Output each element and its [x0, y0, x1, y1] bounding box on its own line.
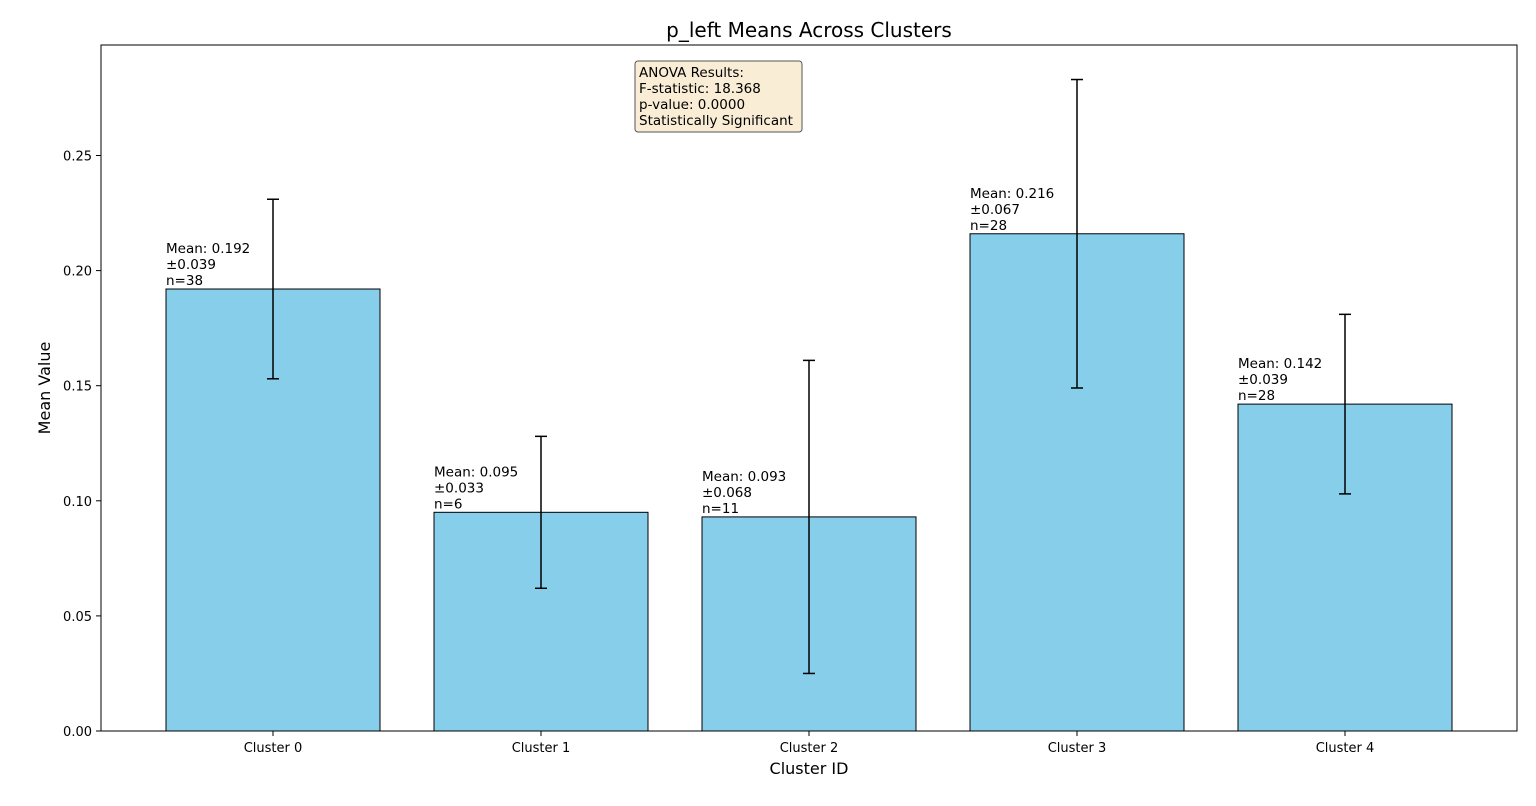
y-tick-label-1: 0.05: [63, 610, 92, 625]
x-tick-label-1: Cluster 1: [512, 741, 571, 756]
bar-label-cluster-0-line-2: n=38: [166, 273, 203, 289]
annotation-box: [634, 60, 803, 133]
y-tick-label-4: 0.20: [63, 265, 92, 280]
annotation-line-fstat: F-statistic: 18.368: [639, 81, 761, 97]
x-tick-label-2: Cluster 2: [780, 741, 839, 756]
y-tick-label-5: 0.25: [63, 149, 92, 164]
bar-label-cluster-2-line-0: Mean: 0.093: [702, 469, 786, 485]
bar-label-cluster-1-line-1: ±0.033: [434, 480, 484, 496]
bar-label-cluster-3-line-2: n=28: [970, 218, 1007, 234]
bar-label-cluster-1-line-2: n=6: [434, 496, 462, 512]
bar-label-cluster-3-line-0: Mean: 0.216: [970, 186, 1054, 202]
error-bars-layer: [267, 78, 1351, 675]
annotation-line-significance: Statistically Significant: [639, 113, 793, 129]
y-axis-label: Mean Value: [35, 342, 54, 435]
x-tick-label-0: Cluster 0: [244, 741, 303, 756]
x-axis-label: Cluster ID: [770, 759, 849, 778]
x-tick-label-3: Cluster 3: [1048, 741, 1107, 756]
y-tick-label-3: 0.15: [63, 380, 92, 395]
bar-label-cluster-3-line-1: ±0.067: [970, 202, 1020, 218]
bar-label-cluster-2-line-2: n=11: [702, 501, 739, 517]
ticks-layer: Cluster 0 Cluster 1 Cluster 2 Cluster 3 Clus…: [63, 149, 1374, 756]
y-tick-label-2: 0.10: [63, 495, 92, 510]
annotation-line-title: ANOVA Results:: [639, 65, 744, 81]
bar-label-cluster-0-line-1: ±0.039: [166, 257, 216, 273]
y-tick-label-0: 0.00: [63, 725, 92, 740]
bar-label-cluster-2-line-1: ±0.068: [702, 485, 752, 501]
x-tick-label-4: Cluster 4: [1316, 741, 1375, 756]
chart-title: p_left Means Across Clusters: [666, 18, 952, 42]
bar-label-cluster-0-line-0: Mean: 0.192: [166, 241, 250, 257]
bar-label-cluster-1-line-0: Mean: 0.095: [434, 464, 518, 480]
bar-label-cluster-4-line-1: ±0.039: [1238, 372, 1288, 388]
anova-annotation: ANOVA Results: F-statistic: 18.368 p-val…: [634, 60, 803, 133]
bar-label-cluster-4-line-2: n=28: [1238, 388, 1275, 404]
bar-label-cluster-4-line-0: Mean: 0.142: [1238, 356, 1322, 372]
annotation-line-pvalue: p-value: 0.0000: [639, 97, 745, 113]
